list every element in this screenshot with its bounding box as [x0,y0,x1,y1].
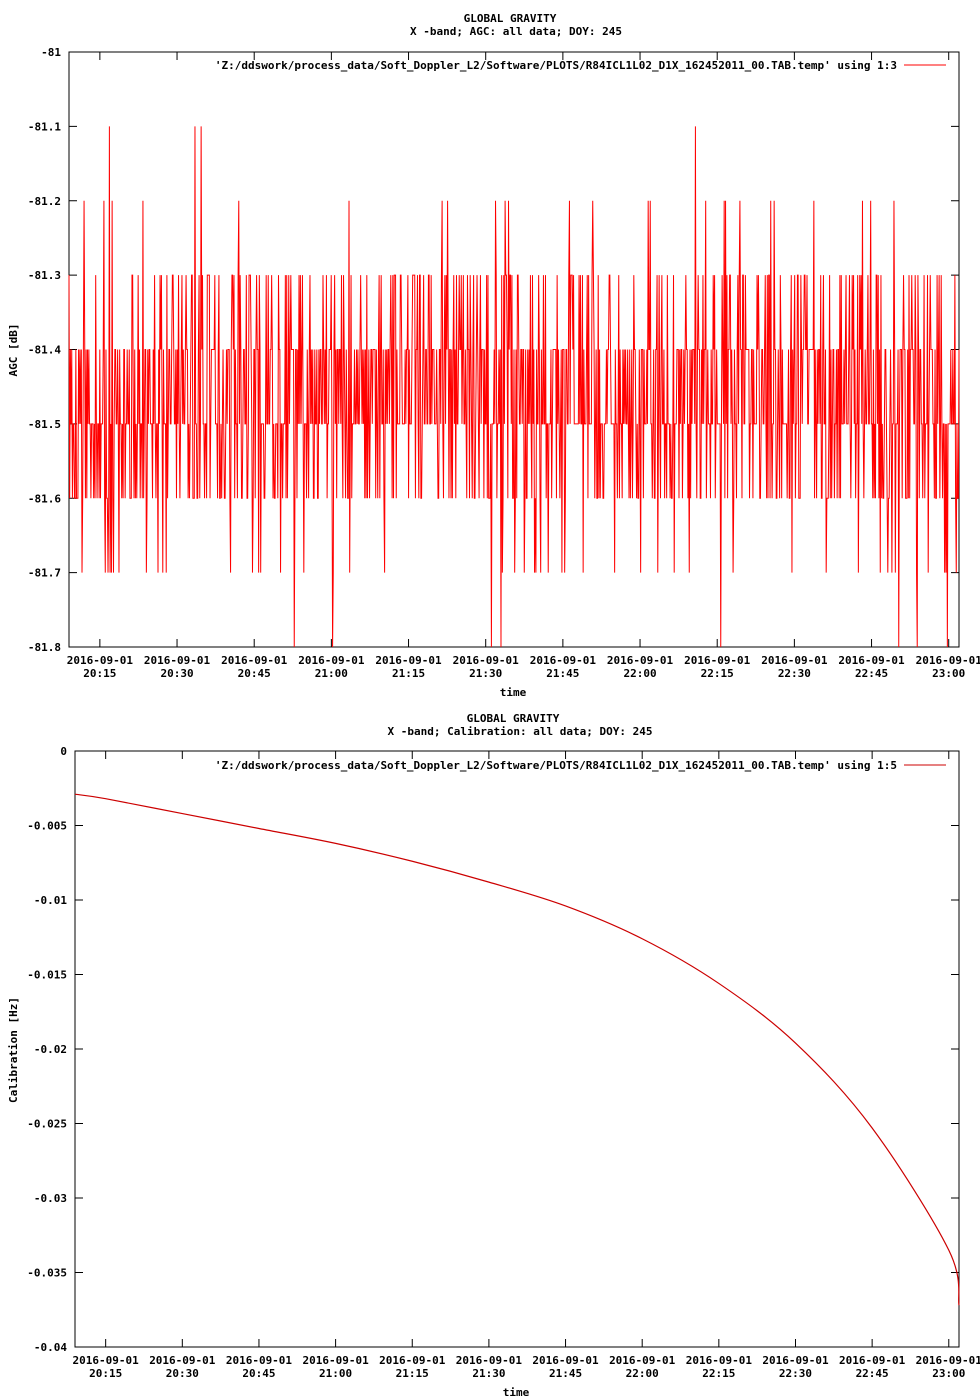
cal-series-line [74,793,960,1306]
y-tick-label: -0.025 [27,1118,67,1131]
y-tick-label: -0.03 [34,1192,67,1205]
y-tick-label: -81.7 [28,567,61,580]
agc-chart-title: GLOBAL GRAVITY [464,12,557,25]
x-tick-label-date: 2016-09-01 [532,1354,599,1367]
x-tick-label-time: 22:00 [623,667,656,680]
x-tick-label-time: 21:45 [546,667,579,680]
cal-plot-frame [74,750,960,1348]
x-tick-label-time: 23:00 [932,1367,965,1380]
x-tick-label-time: 22:15 [701,667,734,680]
x-tick-label-time: 21:30 [469,667,502,680]
x-tick-label-time: 22:45 [855,667,888,680]
cal-y-axis-label: Calibration [Hz] [7,997,20,1103]
x-tick-label-date: 2016-09-01 [298,654,365,667]
y-tick-label: 0 [60,745,67,758]
x-tick-label-date: 2016-09-01 [226,1354,293,1367]
x-tick-label-date: 2016-09-01 [456,1354,523,1367]
x-tick-label-time: 21:15 [396,1367,429,1380]
y-tick-label: -0.04 [34,1341,67,1354]
agc-x-ticks: 2016-09-0120:152016-09-0120:302016-09-01… [67,52,980,680]
x-tick-label-date: 2016-09-01 [453,654,520,667]
x-tick-label-time: 21:00 [319,1367,352,1380]
x-tick-label-date: 2016-09-01 [761,654,828,667]
cal-y-ticks: 0 -0.005 -0.01 -0.015 -0.02 -0.025 -0.03 -0.035… [27,745,959,1354]
y-tick-label: -0.035 [27,1267,67,1280]
agc-series-line [68,126,960,648]
x-tick-label-date: 2016-09-01 [762,1354,829,1367]
x-tick-label-time: 23:00 [932,667,965,680]
x-tick-label-time: 22:00 [626,1367,659,1380]
x-tick-label-date: 2016-09-01 [73,1354,140,1367]
x-tick-label-date: 2016-09-01 [838,654,905,667]
x-tick-label-time: 20:45 [238,667,271,680]
x-tick-label-date: 2016-09-01 [530,654,597,667]
cal-chart-subtitle: X -band; Calibration: all data; DOY: 245 [388,725,653,738]
x-tick-label-date: 2016-09-01 [144,654,211,667]
x-tick-label-time: 22:30 [779,1367,812,1380]
x-tick-label-time: 21:45 [549,1367,582,1380]
x-tick-label-date: 2016-09-01 [609,1354,676,1367]
y-tick-label: -0.01 [34,894,67,907]
y-tick-label: -81.8 [28,641,61,654]
y-tick-label: -0.015 [27,969,67,982]
x-tick-label-date: 2016-09-01 [149,1354,216,1367]
agc-legend-label: 'Z:/ddswork/process_data/Soft_Doppler_L2… [215,59,897,72]
agc-y-axis-label: AGC [dB] [7,324,20,377]
calibration-chart: GLOBAL GRAVITY X -band; Calibration: all… [7,712,980,1399]
y-tick-label: -0.005 [27,820,67,833]
y-tick-label: -81.1 [28,120,61,133]
x-tick-label-date: 2016-09-01 [607,654,674,667]
x-tick-label-date: 2016-09-01 [221,654,288,667]
x-tick-label-date: 2016-09-01 [67,654,134,667]
x-tick-label-date: 2016-09-01 [379,1354,446,1367]
x-tick-label-time: 20:15 [83,667,116,680]
x-tick-label-date: 2016-09-01 [302,1354,369,1367]
y-tick-label: -0.02 [34,1043,67,1056]
x-tick-label-time: 20:30 [166,1367,199,1380]
x-tick-label-time: 20:45 [242,1367,275,1380]
cal-x-ticks: 2016-09-0120:152016-09-0120:302016-09-01… [73,751,980,1380]
agc-x-axis-label: time [500,686,527,699]
x-tick-label-time: 22:45 [856,1367,889,1380]
y-tick-label: -81.3 [28,269,61,282]
cal-legend-label: 'Z:/ddswork/process_data/Soft_Doppler_L2… [215,759,897,772]
y-tick-label: -81.6 [28,492,61,505]
y-tick-label: -81.5 [28,418,61,431]
x-tick-label-time: 22:15 [702,1367,735,1380]
x-tick-label-time: 21:15 [392,667,425,680]
x-tick-label-time: 20:30 [160,667,193,680]
x-tick-label-date: 2016-09-01 [839,1354,906,1367]
agc-chart: GLOBAL GRAVITY X -band; AGC: all data; D… [7,12,980,699]
x-tick-label-date: 2016-09-01 [684,654,751,667]
x-tick-label-date: 2016-09-01 [686,1354,753,1367]
x-tick-label-time: 21:00 [315,667,348,680]
agc-y-ticks: -81 -81.1 -81.2 -81.3 -81.4 -81.5 -81.6 -81.7 -8… [28,46,959,654]
cal-x-axis-label: time [503,1386,530,1399]
x-tick-label-date: 2016-09-01 [375,654,442,667]
y-tick-label: -81.4 [28,344,61,357]
x-tick-label-time: 20:15 [89,1367,122,1380]
agc-chart-subtitle: X -band; AGC: all data; DOY: 245 [410,25,622,38]
x-tick-label-time: 22:30 [778,667,811,680]
y-tick-label: -81.2 [28,195,61,208]
x-tick-label-date: 2016-09-01 [916,654,980,667]
x-tick-label-date: 2016-09-01 [916,1354,980,1367]
x-tick-label-time: 21:30 [472,1367,505,1380]
cal-chart-title: GLOBAL GRAVITY [467,712,560,725]
y-tick-label: -81 [41,46,61,59]
